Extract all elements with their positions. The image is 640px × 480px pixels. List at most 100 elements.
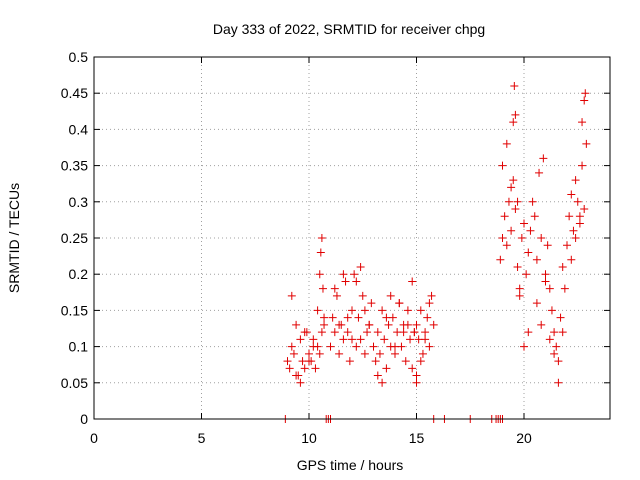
data-point — [339, 270, 348, 279]
data-point — [528, 197, 537, 206]
x-tick-label: 0 — [90, 430, 98, 446]
data-point — [502, 241, 511, 250]
data-point — [575, 212, 584, 221]
y-axis-label: SRMTID / TECUs — [6, 183, 22, 293]
data-point — [578, 161, 587, 170]
data-point — [515, 284, 524, 293]
data-point — [330, 328, 339, 337]
x-tick-label: 5 — [198, 430, 206, 446]
data-point — [332, 291, 341, 300]
data-point — [341, 277, 350, 286]
data-point — [517, 234, 526, 242]
data-point — [524, 248, 533, 257]
data-point — [532, 255, 541, 264]
data-point — [545, 284, 554, 293]
data-point — [386, 291, 395, 300]
data-point — [524, 328, 533, 337]
data-point — [408, 364, 417, 373]
data-point — [328, 313, 337, 322]
data-point — [578, 118, 587, 127]
data-point — [296, 335, 305, 344]
data-point — [318, 284, 327, 293]
data-point — [375, 349, 384, 358]
data-point — [403, 320, 412, 329]
data-point — [399, 328, 408, 337]
data-point — [560, 284, 569, 293]
data-point — [360, 349, 369, 358]
x-tick-label: 20 — [516, 430, 532, 446]
data-point — [315, 349, 324, 358]
y-tick-label: 0.4 — [69, 121, 89, 137]
data-point — [504, 197, 513, 206]
data-point — [545, 335, 554, 344]
data-point — [292, 320, 301, 329]
data-point — [352, 277, 361, 286]
data-point — [292, 371, 301, 380]
data-point — [569, 226, 578, 235]
data-point — [507, 183, 516, 192]
data-point — [554, 378, 563, 387]
data-point — [502, 139, 511, 148]
data-point — [395, 299, 404, 308]
data-point — [520, 219, 528, 228]
data-point — [317, 328, 326, 337]
data-point — [317, 234, 326, 242]
data-point — [509, 118, 518, 127]
data-point — [423, 313, 432, 322]
data-point — [300, 328, 309, 337]
data-point — [369, 342, 378, 351]
data-point — [567, 190, 576, 199]
data-point — [537, 234, 546, 242]
data-point — [380, 335, 389, 344]
y-tick-label: 0.05 — [61, 375, 88, 391]
data-point — [384, 320, 393, 329]
data-point — [309, 342, 318, 351]
data-point — [509, 176, 518, 185]
data-point — [421, 335, 430, 344]
y-tick-label: 0.45 — [61, 85, 88, 101]
data-point — [356, 335, 365, 344]
data-point — [418, 349, 427, 358]
data-point — [530, 212, 539, 221]
data-point — [565, 212, 574, 221]
data-point — [289, 349, 298, 358]
y-tick-label: 0.25 — [61, 230, 88, 246]
data-point — [311, 364, 320, 373]
data-point — [406, 335, 415, 344]
data-point — [287, 291, 296, 300]
data-point — [335, 349, 344, 358]
data-point — [429, 320, 438, 329]
plot-frame — [93, 56, 611, 420]
data-point — [309, 335, 318, 344]
data-point — [305, 357, 313, 366]
data-point — [535, 168, 544, 177]
data-point — [513, 262, 522, 271]
data-point — [348, 335, 356, 344]
data-point — [345, 357, 354, 366]
data-point — [316, 248, 325, 257]
data-point — [373, 328, 382, 337]
data-point — [554, 357, 563, 366]
data-point — [541, 270, 550, 279]
data-point — [320, 320, 329, 329]
data-point — [305, 349, 313, 358]
data-point — [580, 205, 589, 214]
data-point — [373, 371, 382, 380]
data-point — [354, 313, 363, 322]
data-point — [515, 291, 524, 300]
data-point — [360, 306, 369, 315]
data-point — [320, 313, 329, 322]
x-tick-label: 10 — [301, 430, 317, 446]
data-point — [358, 291, 367, 300]
data-point — [410, 328, 419, 337]
data-point — [365, 320, 374, 329]
data-point — [558, 262, 567, 271]
data-point — [416, 306, 425, 315]
data-point — [500, 212, 509, 221]
data-point — [563, 241, 571, 250]
data-point — [296, 378, 305, 387]
data-point — [421, 328, 430, 337]
data-point — [335, 320, 344, 329]
x-tick-label: 15 — [409, 430, 425, 446]
data-point — [581, 89, 590, 98]
